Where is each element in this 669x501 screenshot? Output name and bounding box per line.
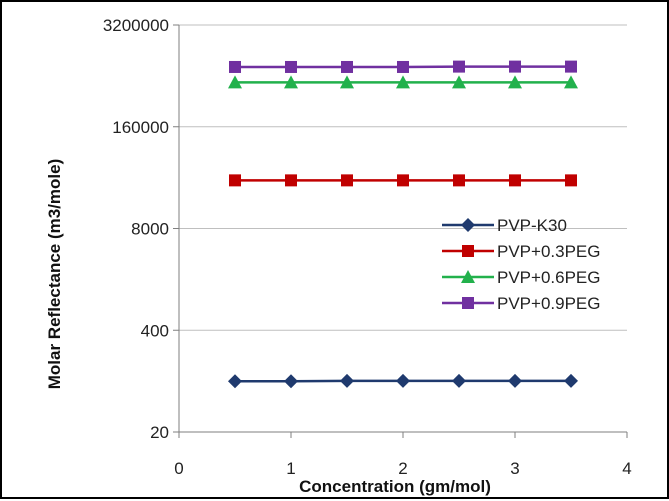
legend-label: PVP+0.6PEG	[497, 268, 600, 287]
data-point	[397, 174, 409, 186]
y-tick-labels: 20 400 8000 160000 3200000	[103, 16, 169, 442]
data-point	[396, 374, 410, 388]
data-point	[565, 174, 577, 186]
x-tick-label: 0	[174, 459, 183, 478]
data-point	[508, 374, 522, 388]
data-point	[564, 374, 578, 388]
legend-item: PVP+0.6PEG	[442, 268, 600, 287]
data-point	[509, 174, 521, 186]
x-tick-label: 3	[510, 459, 519, 478]
series-1	[228, 374, 578, 388]
data-point	[285, 174, 297, 186]
legend: PVP-K30 PVP+0.3PEG PVP+0.6PEG PVP+0.9PEG	[442, 216, 600, 313]
legend-item: PVP-K30	[442, 216, 567, 235]
data-point	[509, 61, 521, 73]
legend-marker	[462, 245, 474, 257]
y-tick-label: 8000	[131, 220, 169, 239]
data-point	[397, 61, 409, 73]
data-point	[229, 174, 241, 186]
x-tick-labels: 0 1 2 3 4	[174, 459, 631, 478]
y-tick-label: 3200000	[103, 16, 169, 35]
x-tick-label: 2	[398, 459, 407, 478]
y-tick-label: 20	[150, 423, 169, 442]
legend-marker	[462, 297, 474, 309]
x-tick-label: 1	[286, 459, 295, 478]
data-point	[284, 374, 298, 388]
data-point	[285, 61, 297, 73]
data-point	[229, 61, 241, 73]
y-tick-label: 400	[141, 321, 169, 340]
legend-item: PVP+0.3PEG	[442, 242, 600, 261]
series-4	[229, 61, 577, 73]
data-point	[565, 61, 577, 73]
data-point	[341, 61, 353, 73]
data-point	[453, 61, 465, 73]
legend-label: PVP-K30	[497, 216, 567, 235]
data-point	[340, 374, 354, 388]
data-point	[452, 374, 466, 388]
y-axis-title: Molar Reflectance (m3/mole)	[45, 159, 64, 390]
legend-label: PVP+0.9PEG	[497, 294, 600, 313]
data-point	[341, 174, 353, 186]
legend-item: PVP+0.9PEG	[442, 294, 600, 313]
legend-label: PVP+0.3PEG	[497, 242, 600, 261]
y-tick-label: 160000	[112, 118, 169, 137]
data-point	[228, 374, 242, 388]
series-2	[229, 174, 577, 186]
data-point	[453, 174, 465, 186]
x-axis-title: Concentration (gm/mol)	[299, 477, 491, 496]
legend-marker	[461, 218, 475, 232]
x-tick-label: 4	[622, 459, 631, 478]
series-3	[228, 75, 578, 88]
